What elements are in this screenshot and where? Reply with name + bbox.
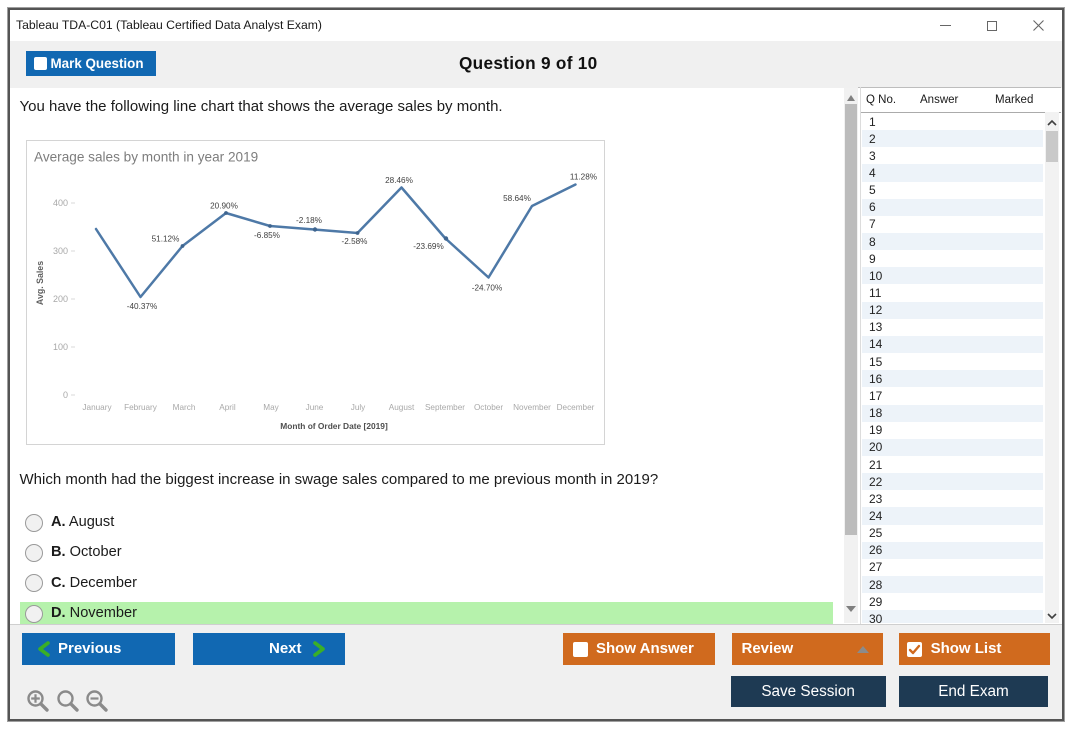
svg-text:February: February xyxy=(124,403,158,412)
svg-text:-2.58%: -2.58% xyxy=(342,237,368,246)
svg-text:September: September xyxy=(425,403,465,412)
svg-text:Avg. Sales: Avg. Sales xyxy=(35,261,45,305)
svg-text:-2.18%: -2.18% xyxy=(296,216,322,225)
svg-text:January: January xyxy=(82,403,112,412)
svg-text:October: October xyxy=(474,403,503,412)
svg-text:200: 200 xyxy=(53,294,68,304)
svg-text:April: April xyxy=(219,403,236,412)
svg-text:58.64%: 58.64% xyxy=(503,194,531,203)
svg-text:28.46%: 28.46% xyxy=(385,176,413,185)
svg-text:400: 400 xyxy=(53,198,68,208)
svg-text:May: May xyxy=(263,403,279,412)
svg-text:-6.85%: -6.85% xyxy=(254,231,280,240)
svg-text:51.12%: 51.12% xyxy=(152,235,180,244)
svg-text:20.90%: 20.90% xyxy=(210,202,238,211)
svg-text:-40.37%: -40.37% xyxy=(127,302,158,311)
svg-text:Average sales by month in year: Average sales by month in year 2019 xyxy=(34,150,258,165)
svg-text:11.28%: 11.28% xyxy=(570,173,597,182)
svg-text:0: 0 xyxy=(63,390,68,400)
svg-text:300: 300 xyxy=(53,246,68,256)
svg-text:March: March xyxy=(173,403,196,412)
svg-text:-24.70%: -24.70% xyxy=(472,284,503,293)
svg-text:August: August xyxy=(389,403,415,412)
svg-text:June: June xyxy=(306,403,324,412)
svg-text:100: 100 xyxy=(53,342,68,352)
svg-text:Month of Order Date [2019]: Month of Order Date [2019] xyxy=(280,421,388,431)
svg-text:November: November xyxy=(513,403,551,412)
svg-text:December: December xyxy=(557,403,595,412)
svg-text:July: July xyxy=(351,403,366,412)
svg-text:-23.69%: -23.69% xyxy=(413,242,444,251)
